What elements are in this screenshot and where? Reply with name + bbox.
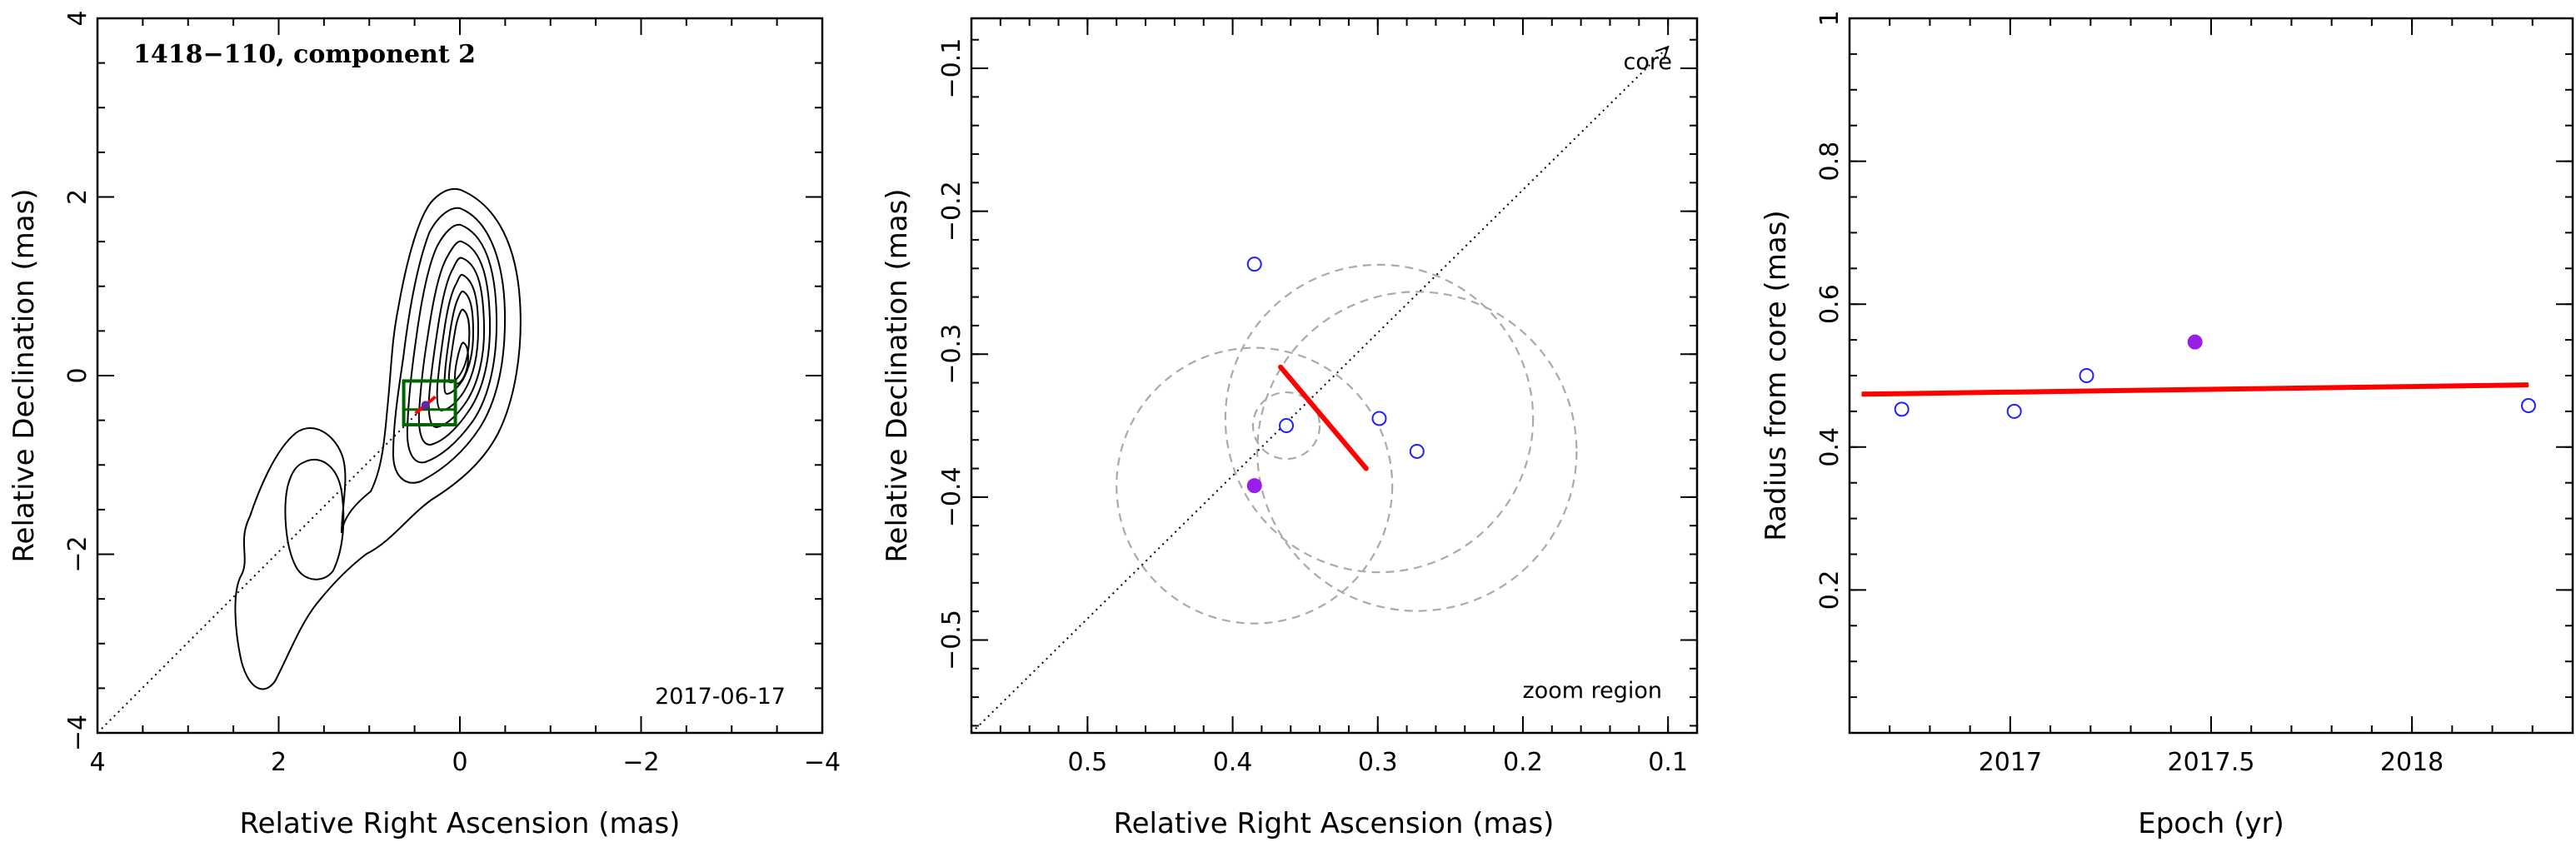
open-point	[1246, 257, 1262, 272]
core-arrow-icon	[1655, 45, 1670, 60]
panel3-x-tick-labels: 2017 2017.5 2018	[1979, 748, 2444, 777]
panel-zoom-region: 0.5 0.4 0.3 0.2 0.1 −0.5 −0.4 −0.3 −0.2 −0.1 cor…	[881, 17, 1699, 840]
panel1-title: 1418−110, component 2	[133, 40, 476, 69]
y-tick-label: 0	[63, 367, 92, 383]
y-tick-label: 4	[63, 10, 92, 26]
contour-8	[443, 290, 475, 396]
contour-6	[427, 257, 486, 429]
y-tick-label: 0.6	[1815, 284, 1845, 324]
panel1-ticks	[97, 17, 823, 734]
zoom-box	[402, 379, 457, 426]
panel3-y-tick-labels: 0.2 0.4 0.6 0.8 1	[1815, 10, 1845, 610]
panel1-core-direction-line	[97, 404, 427, 734]
x-tick-label: −2	[622, 748, 659, 777]
fit-segment	[1278, 364, 1369, 471]
x-tick-label: 2018	[2380, 748, 2444, 777]
contour-outer	[234, 187, 522, 690]
y-tick-label: 0.2	[1815, 570, 1845, 610]
y-tick-label: 2	[63, 189, 92, 205]
x-tick-label: 0.5	[1068, 748, 1108, 777]
x-tick-label: 0.1	[1648, 748, 1688, 777]
panel-contour-map: 4 2 0 −2 −4 −4 −2 0 2 4 1418−110, component 2 20…	[7, 10, 841, 840]
x-tick-label: 2017.5	[2168, 748, 2255, 777]
panel3-x-axis-label: Epoch (yr)	[2138, 807, 2284, 840]
panel1-date-label: 2017-06-17	[655, 684, 786, 710]
filled-point	[1246, 478, 1262, 494]
contour-10	[453, 341, 469, 385]
open-point	[1409, 443, 1425, 459]
marker-dot	[421, 401, 430, 410]
panel-radius-vs-epoch: 2017 2017.5 2018 0.20.40.60.81 Epoch (yr) …	[1760, 10, 2574, 840]
contour-3	[392, 207, 507, 484]
filled-point	[2187, 334, 2203, 350]
x-tick-label: 2017	[1979, 748, 2042, 777]
y-tick-label: −2	[63, 536, 92, 572]
error-circle	[1256, 291, 1578, 612]
core-annotation: core	[1624, 49, 1672, 75]
x-tick-label: 0	[452, 748, 467, 777]
y-tick-label: −0.3	[937, 324, 966, 385]
panel1-x-tick-labels: 4 2 0 −2 −4	[89, 748, 841, 777]
panel1-y-axis-label: Relative Declination (mas)	[7, 188, 41, 562]
panel2-y-tick-labels: −0.5 −0.4 −0.3 −0.2 −0.1	[937, 38, 966, 670]
x-tick-label: 0.3	[1358, 748, 1398, 777]
panel2-frame	[970, 17, 1699, 735]
y-tick-label: −0.5	[937, 610, 966, 670]
open-point	[2079, 368, 2094, 383]
fit-line	[1861, 382, 2529, 397]
contour-9	[447, 308, 471, 384]
y-tick-label: −0.1	[937, 38, 966, 99]
panel2-ticks	[971, 18, 1698, 733]
y-tick-label: 0.4	[1815, 427, 1845, 467]
x-tick-label: 0.4	[1213, 748, 1253, 777]
contour-7	[436, 273, 480, 412]
error-circles	[1116, 263, 1578, 625]
panel2-x-axis-label: Relative Right Ascension (mas)	[1114, 807, 1555, 840]
panel1-y-tick-labels: −4 −2 0 2 4	[63, 10, 92, 751]
x-tick-label: −4	[804, 748, 841, 777]
panel3-y-axis-label: Radius from core (mas)	[1760, 210, 1793, 541]
x-tick-label: 2	[271, 748, 287, 777]
zoom-box-rect	[402, 379, 457, 426]
panel1-x-axis-label: Relative Right Ascension (mas)	[240, 807, 681, 840]
panel2-points	[1246, 257, 1425, 494]
zoom-region-annotation: zoom region	[1523, 678, 1662, 704]
y-tick-label: 1	[1815, 10, 1845, 26]
error-circle	[1224, 263, 1535, 574]
x-tick-label: 0.2	[1503, 748, 1543, 777]
panel3-frame	[1848, 17, 2574, 735]
y-tick-label: −0.2	[937, 181, 966, 242]
open-point	[2520, 398, 2536, 414]
error-circle	[1251, 391, 1321, 461]
panel3-points	[1894, 334, 2536, 419]
panel2-y-axis-label: Relative Declination (mas)	[881, 188, 914, 562]
open-point	[1894, 401, 1910, 417]
contour-lines	[234, 187, 522, 690]
component-marker	[414, 395, 437, 415]
error-circle	[1116, 346, 1394, 625]
y-tick-label: 0.8	[1815, 142, 1845, 182]
x-tick-label: 4	[89, 748, 105, 777]
open-point	[1371, 411, 1387, 426]
contour-lobe	[284, 458, 345, 580]
panel2-x-tick-labels: 0.5 0.4 0.3 0.2 0.1	[1068, 748, 1689, 777]
y-tick-label: −4	[63, 715, 92, 751]
open-point	[1279, 418, 1295, 434]
y-tick-label: −0.4	[937, 466, 966, 527]
contour-4	[406, 223, 498, 464]
contour-5	[417, 240, 492, 446]
open-point	[2006, 403, 2022, 419]
panel3-ticks	[1849, 17, 2574, 734]
